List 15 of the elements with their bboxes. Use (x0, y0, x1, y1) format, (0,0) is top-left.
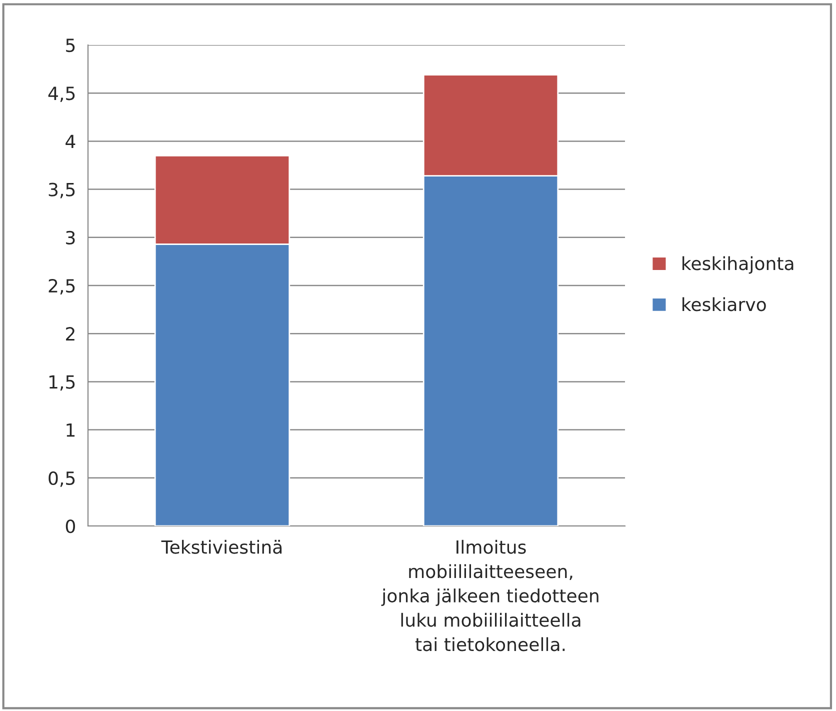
y-tick-label: 4,5 (48, 86, 75, 102)
y-tick-label: 1 (66, 423, 75, 437)
x-tick-label: Ilmoitus mobiililaitteeseen, jonka jälkeen tiedotteen luku mobiililaitteella tai tietokoneella. (381, 540, 598, 652)
y-tick-label: 3,5 (48, 182, 75, 198)
y-tick-label: 2 (66, 327, 74, 340)
y-tick-label: 3 (66, 230, 75, 245)
y-tick-label: 0,5 (48, 471, 75, 487)
legend-label: keskihajonta (682, 256, 794, 274)
legend-label: keskiarvo (682, 297, 766, 312)
y-tick-label: 2,5 (48, 278, 75, 294)
y-tick-label: 0 (66, 519, 75, 534)
y-tick-label: 5 (66, 38, 75, 52)
y-tick-label: 1,5 (49, 375, 75, 391)
x-tick-label: Tekstiviestinä (161, 540, 282, 554)
y-tick-label: 4 (66, 134, 76, 148)
